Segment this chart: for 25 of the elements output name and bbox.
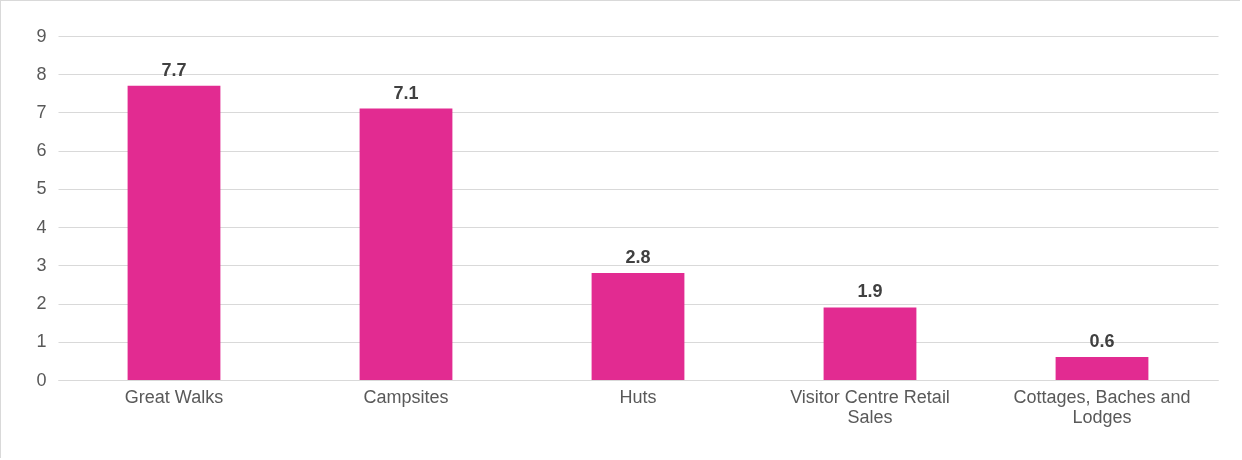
data-label: 0.6 xyxy=(1089,331,1115,352)
bar xyxy=(127,85,221,380)
y-tick-label: 3 xyxy=(36,254,47,275)
x-tick-label: Campsites xyxy=(363,386,449,407)
x-tick-label: Great Walks xyxy=(124,386,224,407)
x-tick-label: Huts xyxy=(619,386,657,407)
bar xyxy=(359,108,453,380)
y-tick-label: 4 xyxy=(36,216,47,237)
data-label: 1.9 xyxy=(857,281,883,302)
x-tick-label: Cottages, Baches and Lodges xyxy=(1013,386,1191,427)
data-label: 2.8 xyxy=(625,246,651,267)
y-tick-label: 8 xyxy=(36,63,47,84)
y-tick-label: 5 xyxy=(36,178,47,199)
data-label: 7.1 xyxy=(393,82,419,103)
data-label: 7.7 xyxy=(161,59,187,80)
bar xyxy=(823,307,917,380)
x-tick-label: Visitor Centre Retail Sales xyxy=(790,386,950,427)
y-tick-label: 1 xyxy=(36,331,47,352)
y-tick-label: 9 xyxy=(36,25,47,46)
bar xyxy=(1055,357,1149,380)
y-tick-label: 7 xyxy=(36,101,47,122)
y-tick-label: 6 xyxy=(36,140,47,161)
y-tick-label: 2 xyxy=(36,293,47,314)
y-tick-label: 0 xyxy=(36,369,47,390)
bar xyxy=(591,272,685,380)
